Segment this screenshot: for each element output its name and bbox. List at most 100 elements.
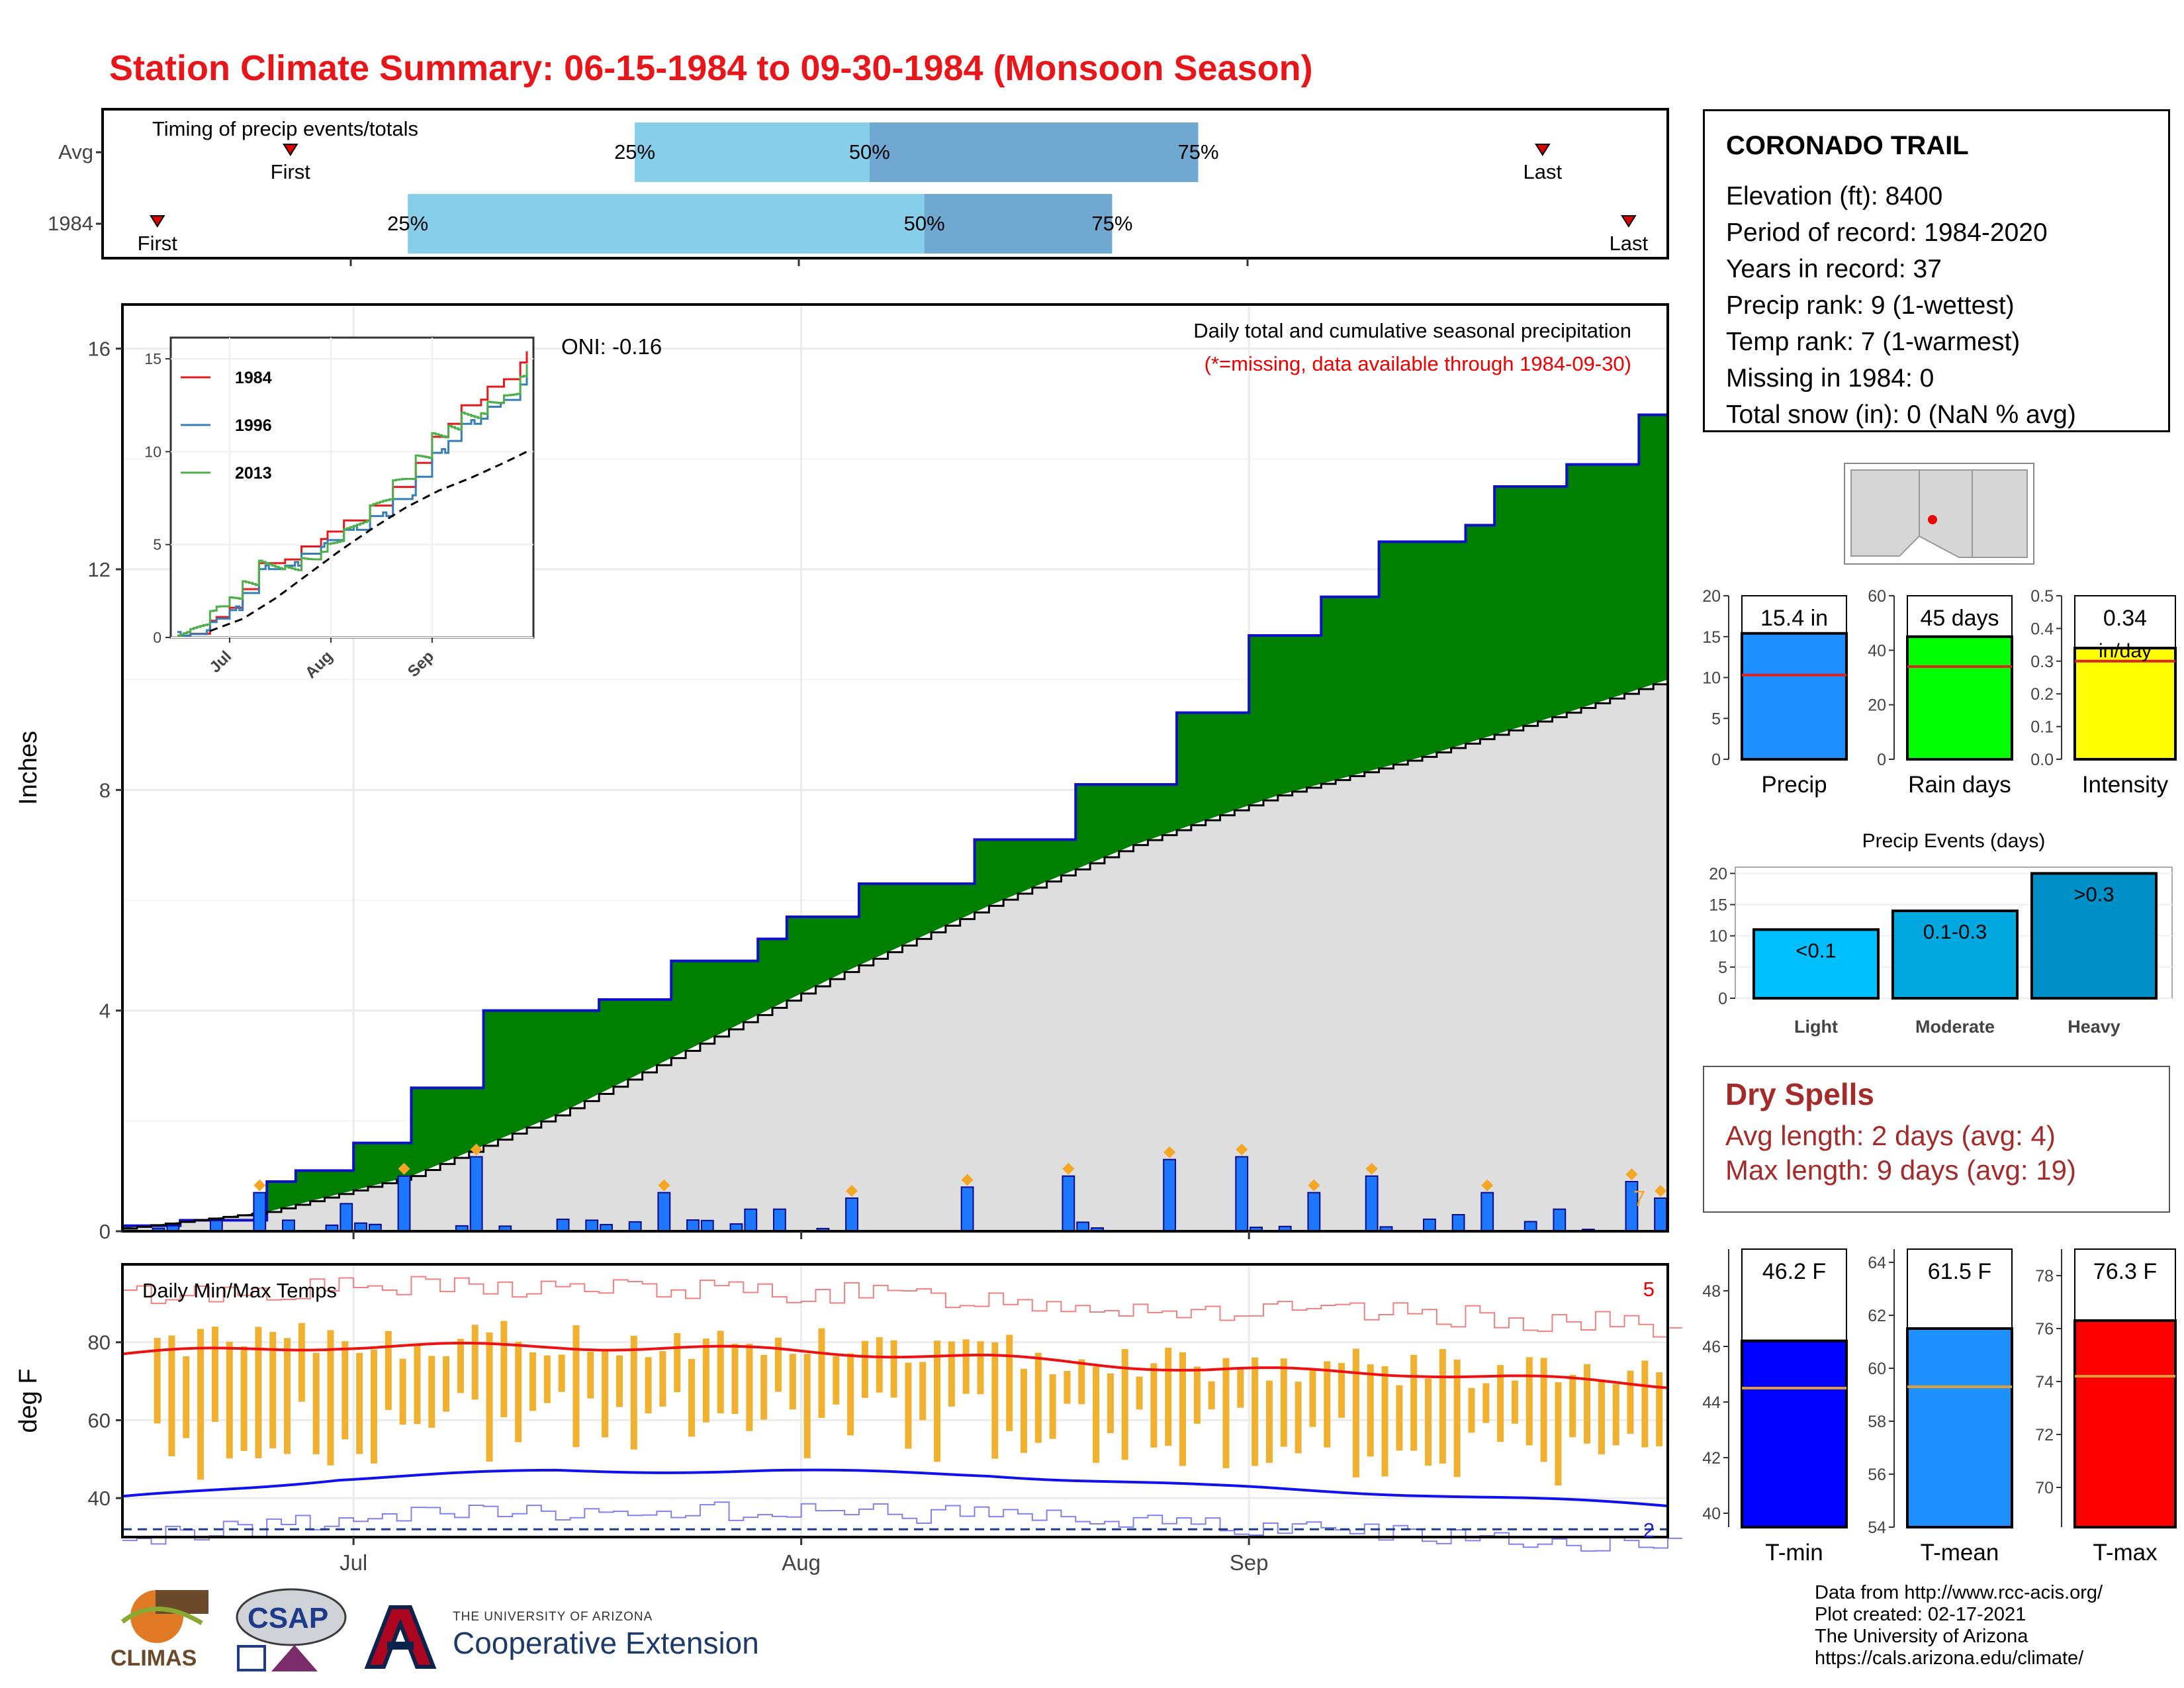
daily-precip-bar bbox=[686, 1219, 700, 1233]
timing-marker-last bbox=[1621, 215, 1637, 228]
timing-pct-50: 50% bbox=[849, 140, 890, 164]
events-y-tick-label: 0 bbox=[1718, 990, 1727, 1008]
daily-temp-bar bbox=[154, 1338, 161, 1424]
small-y-tick-label: 20 bbox=[1702, 587, 1721, 606]
daily-temp-bar bbox=[255, 1327, 262, 1458]
small-y-tick-label: 0 bbox=[1711, 751, 1721, 769]
small-y-tick-label: 0.3 bbox=[2030, 653, 2054, 671]
daily-precip-bar bbox=[657, 1192, 671, 1232]
heavy-event-marker bbox=[1365, 1162, 1378, 1175]
daily-precip-bar bbox=[1062, 1175, 1075, 1232]
temp-y-tick-label: 40 bbox=[88, 1487, 111, 1510]
small-y-tick-label: 44 bbox=[1702, 1393, 1721, 1412]
daily-temp-bar bbox=[1251, 1357, 1259, 1466]
inset-y-tick-label: 0 bbox=[153, 629, 161, 646]
y-tick-label: 12 bbox=[88, 558, 111, 581]
daily-temp-bar bbox=[269, 1332, 277, 1448]
inset-y-tick-label: 15 bbox=[144, 350, 161, 367]
heavy-event-marker bbox=[1236, 1143, 1248, 1156]
small-bar-value bbox=[1741, 632, 1848, 761]
daily-temp-bar bbox=[1482, 1383, 1490, 1423]
daily-temp-bar bbox=[1555, 1382, 1562, 1486]
y-axis-label: Inches bbox=[15, 731, 42, 805]
daily-temp-bar bbox=[327, 1330, 334, 1466]
daily-temp-bar bbox=[847, 1353, 854, 1436]
daily-temp-bar bbox=[211, 1327, 218, 1422]
small-y-tick-label: 72 bbox=[2035, 1426, 2054, 1444]
inset-legend-label: 1984 bbox=[235, 369, 272, 387]
main-panel-frame bbox=[121, 303, 1669, 1233]
y-tick-label: 0 bbox=[99, 1220, 111, 1243]
daily-temp-bar bbox=[659, 1351, 666, 1407]
daily-temp-bar bbox=[572, 1325, 580, 1448]
daily-temp-bar bbox=[414, 1344, 421, 1425]
small-y-tick-label: 70 bbox=[2035, 1479, 2054, 1497]
daily-temp-bar bbox=[1540, 1358, 1547, 1462]
daily-temp-bar bbox=[1121, 1348, 1128, 1460]
daily-temp-bar bbox=[1584, 1364, 1591, 1444]
daily-temp-bar bbox=[1338, 1362, 1345, 1418]
station-temp-rank: Temp rank: 7 (1-warmest) bbox=[1726, 328, 2021, 356]
daily-temp-bar bbox=[1136, 1376, 1143, 1410]
map-state-west bbox=[1850, 469, 1920, 557]
daily-temp-bar bbox=[746, 1343, 753, 1431]
daily-temp-bar bbox=[1034, 1352, 1042, 1443]
heavy-event-marker bbox=[470, 1143, 482, 1156]
daily-temp-bar bbox=[962, 1339, 970, 1394]
small-y-tick-label: 5 bbox=[1711, 710, 1721, 728]
daily-temp-bar bbox=[977, 1341, 984, 1395]
daily-temp-bar bbox=[1612, 1383, 1619, 1446]
daily-temp-bar bbox=[1439, 1348, 1446, 1464]
small-y-tick-label: 42 bbox=[1702, 1449, 1721, 1468]
daily-temp-bar bbox=[1165, 1347, 1172, 1446]
temp-min-count: 2 bbox=[1643, 1519, 1655, 1542]
timing-bar-q1 bbox=[635, 122, 870, 182]
small-y-tick-label: 46 bbox=[1702, 1338, 1721, 1356]
daily-temp-bar bbox=[1525, 1357, 1533, 1446]
dry-spells-title: Dry Spells bbox=[1725, 1077, 1874, 1111]
small-bar-name: T-max bbox=[2093, 1540, 2158, 1566]
small-y-tick-label: 40 bbox=[1868, 641, 1886, 660]
daily-temp-bar bbox=[1237, 1369, 1244, 1408]
daily-precip-bar bbox=[1423, 1218, 1436, 1232]
daily-temp-bar bbox=[833, 1356, 840, 1405]
heavy-event-marker bbox=[658, 1179, 670, 1192]
heavy-event-marker bbox=[1163, 1146, 1176, 1158]
small-y-tick-label: 62 bbox=[1868, 1307, 1886, 1325]
daily-temp-bar bbox=[1641, 1360, 1649, 1448]
y-tick-label: 4 bbox=[99, 1000, 111, 1023]
climas-logo: CLIMAS bbox=[111, 1590, 208, 1671]
daily-temp-bar bbox=[370, 1349, 377, 1464]
daily-temp-bar bbox=[934, 1340, 941, 1462]
daily-temp-bar bbox=[457, 1338, 464, 1393]
climas-text: CLIMAS bbox=[111, 1646, 197, 1671]
daily-precip-bar bbox=[744, 1208, 758, 1232]
timing-label-last: Last bbox=[1523, 160, 1562, 183]
daily-temp-bar bbox=[587, 1352, 594, 1399]
daily-temp-bar bbox=[1150, 1363, 1158, 1448]
temp-y-tick-label: 60 bbox=[88, 1409, 111, 1432]
timing-marker-first bbox=[282, 144, 298, 156]
daily-precip-bar bbox=[1235, 1156, 1249, 1232]
y-tick-label: 16 bbox=[88, 338, 111, 361]
station-years: Years in record: 37 bbox=[1726, 255, 1942, 283]
daily-precip-bar bbox=[1524, 1221, 1537, 1233]
small-bar-value bbox=[1741, 1339, 1848, 1528]
events-y-tick-label: 10 bbox=[1709, 927, 1727, 946]
daily-temp-bar bbox=[1093, 1366, 1100, 1463]
daily-temp-bar bbox=[1569, 1374, 1576, 1438]
daily-precip-bar bbox=[340, 1203, 353, 1233]
daily-precip-bar bbox=[1451, 1214, 1465, 1232]
small-y-tick-label: 0 bbox=[1877, 751, 1886, 769]
temp-panel-title: Daily Min/Max Temps bbox=[142, 1279, 337, 1302]
daily-temp-bar bbox=[876, 1337, 883, 1393]
small-y-tick-label: 15 bbox=[1702, 628, 1721, 647]
inset-y-tick-label: 5 bbox=[153, 536, 161, 553]
daily-temp-bar bbox=[717, 1331, 724, 1414]
daily-precip-bar bbox=[628, 1221, 642, 1232]
heavy-event-marker bbox=[1308, 1179, 1320, 1192]
small-y-tick-label: 20 bbox=[1868, 696, 1886, 715]
inset-line-1984 bbox=[177, 351, 528, 637]
daily-temp-bar bbox=[399, 1358, 406, 1425]
daily-temp-bar bbox=[760, 1354, 768, 1420]
